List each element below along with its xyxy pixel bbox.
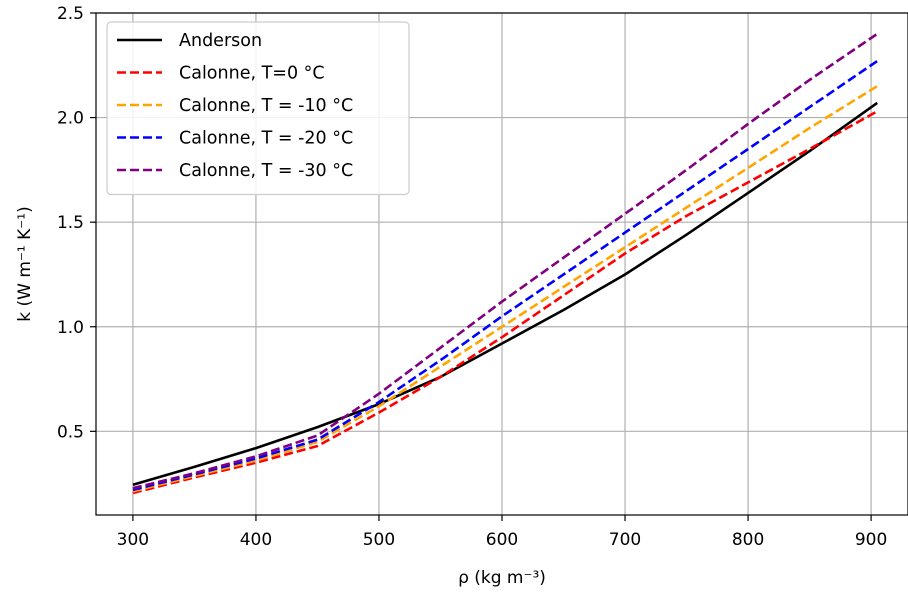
x-tick-label: 900 [855, 530, 887, 550]
legend-label: Anderson [179, 31, 262, 51]
series-line-1 [132, 110, 878, 495]
legend: Anderson Calonne, T=0 °C Calonne, T = -10 … [106, 21, 410, 196]
y-tick-label: 2.5 [57, 4, 84, 24]
x-tick-label: 400 [240, 530, 272, 550]
x-axis-label: ρ (kg m⁻³) [458, 568, 546, 588]
series-line-2 [132, 85, 878, 493]
legend-label: Calonne, T=0 °C [179, 64, 325, 84]
y-tick-label: 2.0 [57, 109, 84, 129]
series-line-3 [132, 60, 878, 492]
y-tick-label: 1.0 [57, 318, 84, 338]
x-tick-label: 300 [117, 530, 149, 550]
x-tick-label: 800 [732, 530, 764, 550]
x-tick-label: 600 [486, 530, 518, 550]
y-tick-label: 0.5 [57, 422, 84, 442]
series-line-4 [132, 32, 878, 490]
series-lines [132, 32, 878, 495]
series-line-0 [132, 101, 878, 486]
y-tick-label: 1.5 [57, 213, 84, 233]
y-axis-label: k (W m⁻¹ K⁻¹) [15, 206, 35, 321]
legend-label: Calonne, T = -30 °C [179, 161, 353, 181]
legend-label: Calonne, T = -10 °C [179, 96, 353, 116]
axis-ticks: 300 400 500 600 700 800 900 0.5 1.0 1.5 2.0 2.5 [57, 4, 887, 550]
x-tick-label: 500 [363, 530, 395, 550]
legend-box [106, 21, 410, 196]
x-tick-label: 700 [609, 530, 641, 550]
legend-label: Calonne, T = -20 °C [179, 129, 353, 149]
